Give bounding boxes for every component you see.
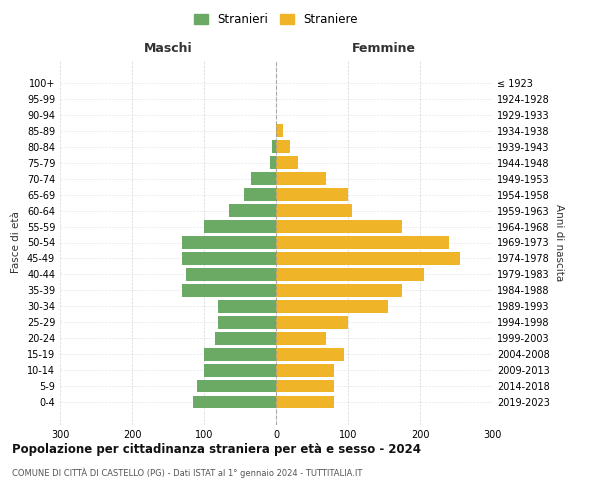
Bar — [276, 188, 348, 201]
Bar — [204, 348, 276, 360]
Bar — [276, 396, 334, 408]
Bar — [276, 124, 283, 137]
Bar — [276, 380, 334, 392]
Bar — [218, 316, 276, 328]
Bar — [186, 268, 276, 281]
Bar — [182, 236, 276, 249]
Bar — [276, 204, 352, 217]
Bar — [272, 140, 276, 153]
Bar — [276, 156, 298, 169]
Bar — [197, 380, 276, 392]
Bar — [276, 220, 402, 233]
Bar — [276, 236, 449, 249]
Legend: Stranieri, Straniere: Stranieri, Straniere — [189, 8, 363, 31]
Bar — [276, 300, 388, 312]
Bar — [182, 284, 276, 296]
Bar — [276, 252, 460, 265]
Bar — [276, 316, 348, 328]
Bar — [276, 284, 402, 296]
Bar — [251, 172, 276, 185]
Text: Femmine: Femmine — [352, 42, 416, 55]
Bar — [276, 364, 334, 376]
Bar — [229, 204, 276, 217]
Text: Popolazione per cittadinanza straniera per età e sesso - 2024: Popolazione per cittadinanza straniera p… — [12, 442, 421, 456]
Text: Maschi: Maschi — [143, 42, 193, 55]
Bar — [204, 364, 276, 376]
Y-axis label: Fasce di età: Fasce di età — [11, 212, 21, 274]
Bar — [193, 396, 276, 408]
Bar — [218, 300, 276, 312]
Bar — [215, 332, 276, 344]
Text: COMUNE DI CITTÀ DI CASTELLO (PG) - Dati ISTAT al 1° gennaio 2024 - TUTTITALIA.IT: COMUNE DI CITTÀ DI CASTELLO (PG) - Dati … — [12, 468, 362, 478]
Bar — [276, 348, 344, 360]
Bar — [276, 172, 326, 185]
Bar — [270, 156, 276, 169]
Bar — [276, 332, 326, 344]
Bar — [244, 188, 276, 201]
Bar — [276, 140, 290, 153]
Bar — [182, 252, 276, 265]
Bar — [276, 268, 424, 281]
Y-axis label: Anni di nascita: Anni di nascita — [554, 204, 563, 281]
Bar — [204, 220, 276, 233]
